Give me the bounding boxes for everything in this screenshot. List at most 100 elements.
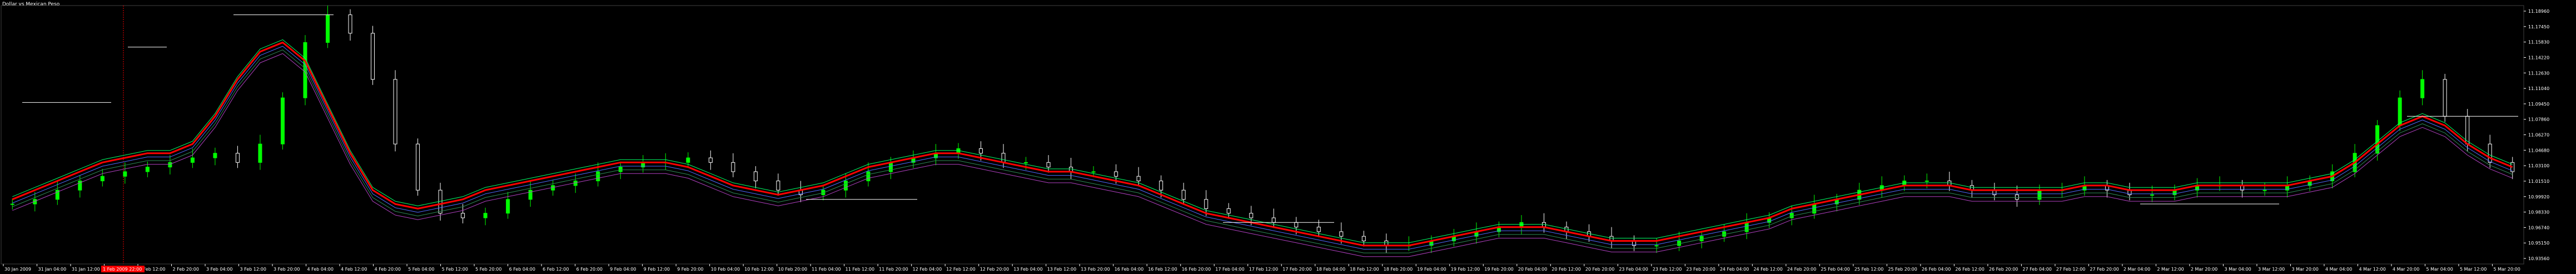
time-axis-label: 11 Feb 04:00	[812, 267, 841, 272]
time-axis-label: 27 Feb 20:00	[2090, 267, 2119, 272]
candle-body	[1294, 222, 1299, 228]
time-axis-label: 9 Feb 20:00	[677, 267, 703, 272]
time-axis-label: 3 Feb 12:00	[240, 267, 266, 272]
time-axis-label: 3 Feb 20:00	[273, 267, 300, 272]
candle-body	[843, 181, 848, 191]
time-axis-label: 16 Feb 04:00	[1115, 267, 1143, 272]
candle-body	[190, 157, 195, 163]
price-axis-label: 11.11040	[2528, 86, 2549, 91]
candle-body	[2443, 79, 2447, 117]
candle-body	[686, 157, 690, 163]
candle-body	[1924, 181, 1929, 182]
ma-line-fast	[12, 41, 2513, 247]
candle-body	[1249, 213, 1254, 218]
time-axis-label: 19 Feb 04:00	[1417, 267, 1446, 272]
time-axis-label: 5 Feb 20:00	[475, 267, 501, 272]
candle-body	[1159, 181, 1163, 191]
time-axis-label: 5 Mar 04:00	[2426, 267, 2453, 272]
candle-body	[1226, 208, 1231, 214]
time-axis-label: 13 Feb 04:00	[1013, 267, 1042, 272]
candle-body	[235, 153, 240, 163]
time-axis-label: 3 Mar 12:00	[2258, 267, 2285, 272]
time-axis-label: 11 Feb 20:00	[879, 267, 908, 272]
candle-body	[753, 171, 758, 182]
candle-body	[2375, 125, 2380, 154]
candle-body	[866, 171, 871, 182]
time-axis-label: 17 Feb 04:00	[1215, 267, 1244, 272]
time-axis-label: 3 Mar 20:00	[2291, 267, 2318, 272]
time-axis-label: 20 Feb 12:00	[1551, 267, 1580, 272]
time-axis-label: 10 Feb 12:00	[744, 267, 773, 272]
time-axis-label: 23 Feb 04:00	[1619, 267, 1648, 272]
candle-body	[461, 213, 465, 218]
candle-body	[1136, 176, 1141, 182]
time-axis-label: 13 Feb 20:00	[1081, 267, 1110, 272]
time-axis-label: 25 Feb 04:00	[1821, 267, 1849, 272]
candle-body	[168, 162, 172, 168]
time-axis-label: 4 Mar 04:00	[2325, 267, 2352, 272]
candle-body	[123, 171, 127, 177]
time-axis-label: 6 Feb 12:00	[543, 267, 569, 272]
time-axis-label: 31 Jan 12:00	[72, 267, 100, 272]
time-axis-label: 26 Feb 20:00	[1989, 267, 2018, 272]
time-axis-label: 5 Mar 20:00	[2493, 267, 2520, 272]
candle-body	[1361, 236, 1366, 241]
time-axis-label: 19 Feb 20:00	[1484, 267, 1513, 272]
time-axis-label: 4 Mar 12:00	[2359, 267, 2385, 272]
time-axis-label: 25 Feb 12:00	[1854, 267, 1883, 272]
price-axis-label: 11.15830	[2528, 40, 2549, 45]
candle-body	[731, 162, 735, 172]
price-axis-label: 11.09450	[2528, 102, 2549, 107]
time-axis-label: 4 Feb 20:00	[375, 267, 401, 272]
time-axis-label: 18 Feb 20:00	[1384, 267, 1413, 272]
price-axis-label: 11.01510	[2528, 179, 2549, 184]
time-axis-label: 24 Feb 12:00	[1753, 267, 1782, 272]
time-axis-label: 30 Jan 2009	[4, 267, 31, 272]
price-axis-label: 11.03100	[2528, 163, 2549, 168]
time-axis-label: 26 Feb 12:00	[1955, 267, 1984, 272]
candle-body	[528, 190, 533, 200]
price-axis-label: 11.12630	[2528, 71, 2549, 76]
highlighted-time-label: 1 Feb 2009 22:00	[103, 267, 142, 272]
time-axis-label: 27 Feb 04:00	[2022, 267, 2051, 272]
price-axis-label: 10.98330	[2528, 210, 2549, 215]
time-axis-label: 31 Jan 04:00	[38, 267, 67, 272]
time-axis-label: 4 Feb 12:00	[341, 267, 367, 272]
candle-body	[979, 148, 983, 154]
time-axis-label: 5 Feb 04:00	[408, 267, 434, 272]
time-axis-label: 5 Mar 12:00	[2460, 267, 2487, 272]
candle-body	[213, 153, 217, 158]
candle-body	[348, 14, 352, 34]
time-axis-label: 18 Feb 04:00	[1316, 267, 1345, 272]
time-axis-label: 2 Mar 12:00	[2157, 267, 2184, 272]
time-axis-label: 17 Feb 20:00	[1282, 267, 1311, 272]
candle-body	[776, 181, 780, 191]
price-axis-label: 10.93560	[2528, 256, 2549, 261]
candle-body	[303, 42, 307, 98]
time-axis-label: 5 Feb 12:00	[442, 267, 468, 272]
candle-body	[2398, 97, 2402, 126]
candle-body	[1046, 162, 1051, 168]
ma-line-4	[12, 49, 2513, 253]
time-axis-label: 10 Feb 04:00	[711, 267, 740, 272]
time-axis-label: 10 Feb 20:00	[778, 267, 807, 272]
candle-body	[2465, 116, 2470, 145]
time-axis-label: 16 Feb 12:00	[1148, 267, 1177, 272]
price-axis-label: 11.14220	[2528, 55, 2549, 60]
time-axis-label: 17 Feb 12:00	[1249, 267, 1278, 272]
candle-body	[1204, 199, 1209, 209]
candle-body	[10, 203, 14, 205]
time-axis-label: 6 Feb 20:00	[576, 267, 603, 272]
time-axis-label: 23 Feb 12:00	[1653, 267, 1682, 272]
price-axis-label: 10.99920	[2528, 195, 2549, 200]
time-axis-label: 2 Feb 12:00	[139, 267, 165, 272]
time-axis-label: 9 Feb 04:00	[610, 267, 636, 272]
candle-body	[1024, 162, 1028, 163]
price-axis-label: 11.04680	[2528, 148, 2549, 153]
time-axis-label: 23 Feb 20:00	[1686, 267, 1715, 272]
time-axis-label: 12 Feb 20:00	[980, 267, 1009, 272]
candle-body	[506, 199, 510, 214]
candle-body	[78, 181, 82, 191]
candle-body	[100, 176, 105, 182]
